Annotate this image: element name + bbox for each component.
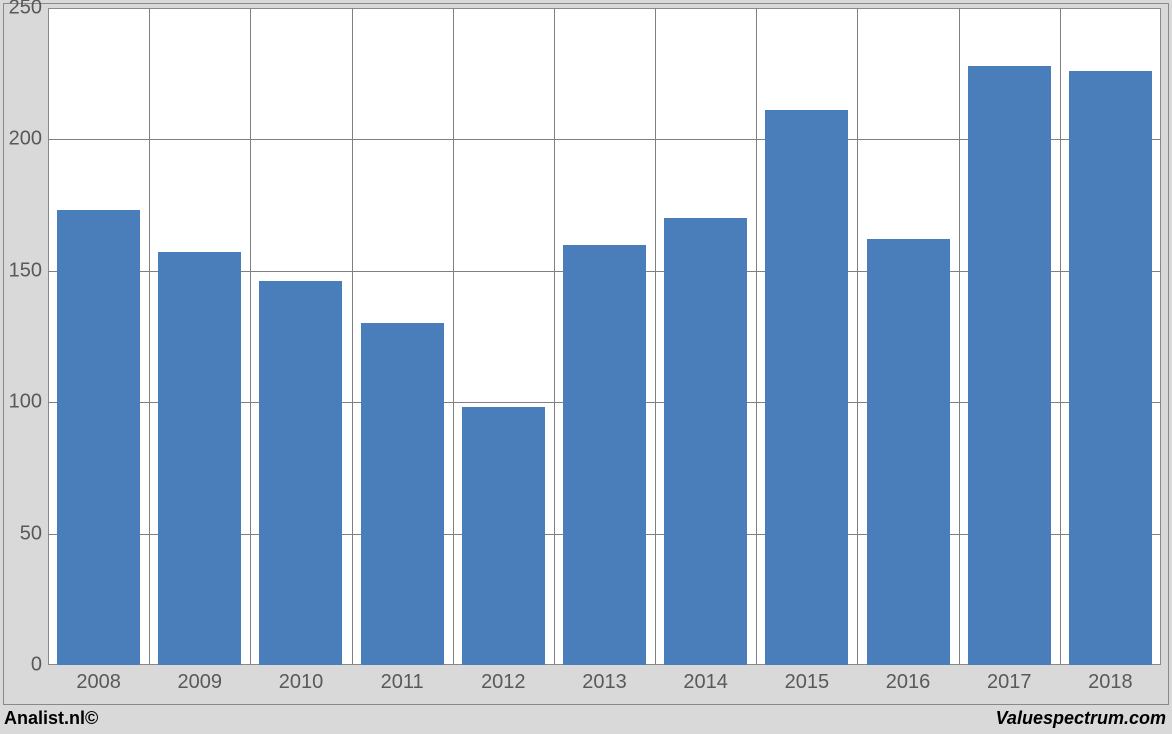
y-tick-label: 50 [20,522,42,545]
bar [361,323,444,665]
x-gridline [149,8,150,665]
x-gridline [352,8,353,665]
x-tick-label: 2015 [785,671,830,694]
x-gridline [857,8,858,665]
bar [968,66,1051,665]
y-tick-label: 200 [9,128,42,151]
bar [664,218,747,665]
bar [765,110,848,665]
x-tick-label: 2013 [582,671,627,694]
chart-container: Analist.nl© Valuespectrum.com 0 50 100 150 2… [0,0,1172,734]
bar [259,281,342,665]
x-gridline [554,8,555,665]
x-tick-label: 2011 [381,671,424,694]
x-gridline [756,8,757,665]
x-tick-label: 2018 [1088,671,1133,694]
bar [462,407,545,665]
x-gridline [959,8,960,665]
x-tick-label: 2017 [987,671,1032,694]
x-tick-label: 2008 [76,671,121,694]
bar [563,245,646,665]
x-tick-label: 2016 [886,671,931,694]
footer-left: Analist.nl© [4,708,98,729]
y-tick-label: 0 [31,654,42,677]
y-tick-label: 150 [9,259,42,282]
bar [867,239,950,665]
x-tick-label: 2014 [683,671,728,694]
bar [158,252,241,665]
y-tick-label: 250 [9,0,42,20]
x-tick-label: 2009 [178,671,223,694]
x-tick-label: 2012 [481,671,526,694]
bar [1069,71,1152,665]
x-tick-label: 2010 [279,671,324,694]
x-gridline [250,8,251,665]
footer-right: Valuespectrum.com [996,708,1166,729]
y-tick-label: 100 [9,391,42,414]
x-gridline [453,8,454,665]
x-gridline [1060,8,1061,665]
bar [57,210,140,665]
x-gridline [655,8,656,665]
